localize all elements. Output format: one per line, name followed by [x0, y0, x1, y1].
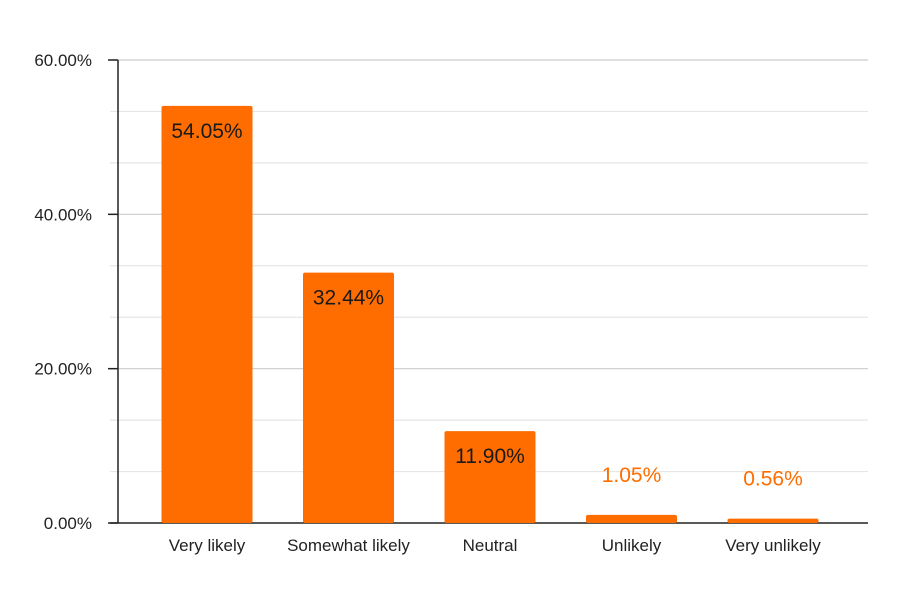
x-category-label: Very unlikely — [725, 536, 821, 555]
x-category-label: Very likely — [169, 536, 246, 555]
x-category-label: Unlikely — [602, 536, 662, 555]
bar — [586, 514, 677, 523]
bar — [727, 518, 819, 523]
data-labels: 54.05% 32.44% 11.90% 1.05% 0.56% — [171, 120, 802, 491]
data-label: 0.56% — [743, 468, 803, 491]
bar — [444, 431, 536, 523]
category-labels: Very likely Somewhat likely Neutral Unlikel… — [169, 536, 821, 555]
y-tick-label: 60.00% — [34, 51, 92, 70]
data-label: 1.05% — [602, 464, 662, 487]
bar — [303, 272, 394, 523]
data-label: 32.44% — [313, 287, 384, 310]
bars — [161, 105, 819, 523]
y-tick-label: 40.00% — [34, 205, 92, 224]
data-label: 11.90% — [455, 445, 525, 468]
y-tick-label: 0.00% — [44, 514, 92, 533]
x-category-label: Neutral — [463, 536, 518, 555]
data-label: 54.05% — [171, 120, 242, 143]
x-category-label: Somewhat likely — [287, 536, 410, 555]
y-tick-label: 20.00% — [34, 360, 92, 379]
bar — [161, 105, 253, 523]
